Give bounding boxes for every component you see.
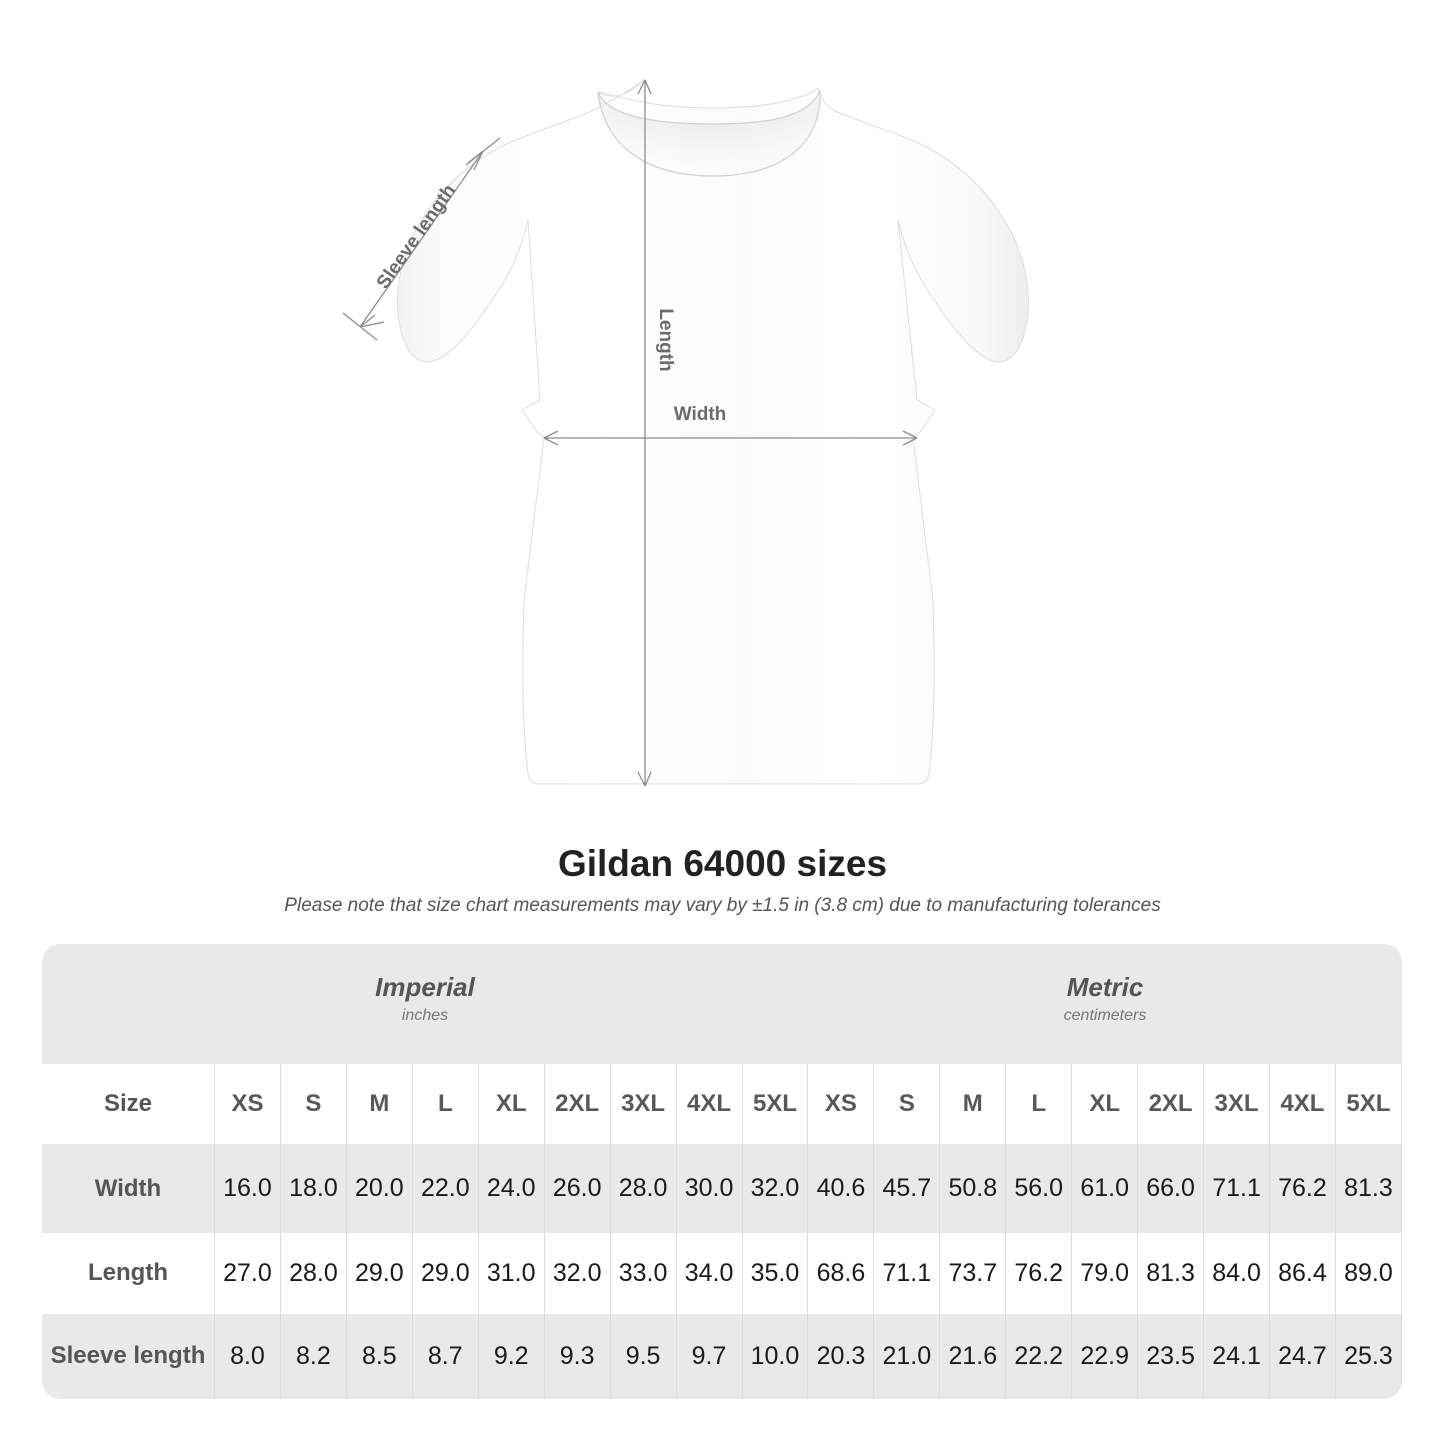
svg-text:Length: Length [655,308,676,371]
svg-text:Width: Width [674,404,727,425]
